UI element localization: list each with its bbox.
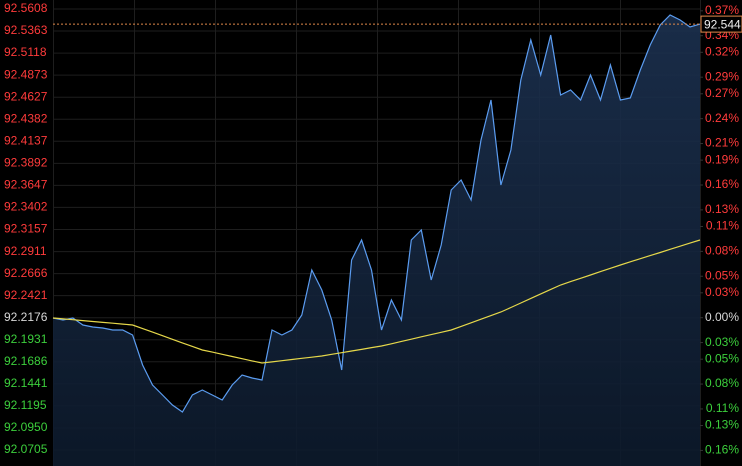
y-tick-label: 92.1441	[4, 376, 48, 390]
current-price-label: 92.544	[704, 17, 741, 31]
y-tick-label: 92.4873	[4, 67, 48, 81]
y-tick-label: 92.3647	[4, 178, 48, 192]
y2-tick-label: 0.13%	[705, 202, 739, 216]
y2-tick-label: 0.13%	[705, 418, 739, 432]
y-tick-label: 92.3157	[4, 222, 48, 236]
y2-tick-label: 0.03%	[705, 285, 739, 299]
y2-tick-label: 0.11%	[706, 401, 739, 415]
y-tick-label: 92.1686	[4, 354, 48, 368]
y2-tick-label: 0.11%	[706, 219, 739, 233]
current-price-box	[700, 15, 742, 33]
y2-tick-label: 0.32%	[705, 44, 739, 58]
y2-tick-label: 0.16%	[705, 177, 739, 191]
y2-tick-label: 0.00%	[705, 310, 739, 324]
y-tick-label: 92.5608	[4, 1, 48, 15]
y-tick-label: 92.5118	[4, 45, 47, 59]
y-tick-label: 92.5363	[4, 23, 48, 37]
y-tick-label: 92.3892	[4, 156, 48, 170]
price-area	[53, 15, 700, 466]
price-line	[52, 14, 701, 413]
y2-tick-label: 0.27%	[705, 86, 739, 100]
y-tick-label: 92.2911	[4, 244, 47, 258]
average-line	[52, 239, 701, 364]
y-tick-label: 92.4137	[4, 133, 48, 147]
y-tick-label: 92.1195	[4, 398, 47, 412]
y-tick-label: 92.4627	[4, 89, 48, 103]
y2-tick-label: 0.05%	[705, 351, 739, 365]
y2-tick-label: 0.16%	[705, 443, 739, 457]
y2-tick-label: 0.03%	[705, 335, 739, 349]
y2-tick-label: 0.24%	[705, 111, 739, 125]
y2-tick-label: 0.19%	[705, 152, 739, 166]
y-tick-label: 92.3402	[4, 200, 48, 214]
y-tick-label: 92.2176	[4, 310, 48, 324]
y2-tick-label: 0.08%	[705, 376, 739, 390]
y-tick-label: 92.1931	[4, 332, 48, 346]
y-tick-label: 92.0950	[4, 420, 48, 434]
y-tick-label: 92.0705	[4, 442, 48, 456]
y-tick-label: 92.2421	[4, 288, 48, 302]
y2-tick-label: 0.05%	[705, 268, 739, 282]
y-tick-label: 92.2666	[4, 266, 48, 280]
y-tick-label: 92.4382	[4, 111, 48, 125]
y2-tick-label: 0.29%	[705, 69, 739, 83]
y2-tick-label: 0.37%	[705, 3, 739, 17]
y2-tick-label: 0.08%	[705, 244, 739, 258]
y2-tick-label: 0.21%	[705, 136, 739, 150]
